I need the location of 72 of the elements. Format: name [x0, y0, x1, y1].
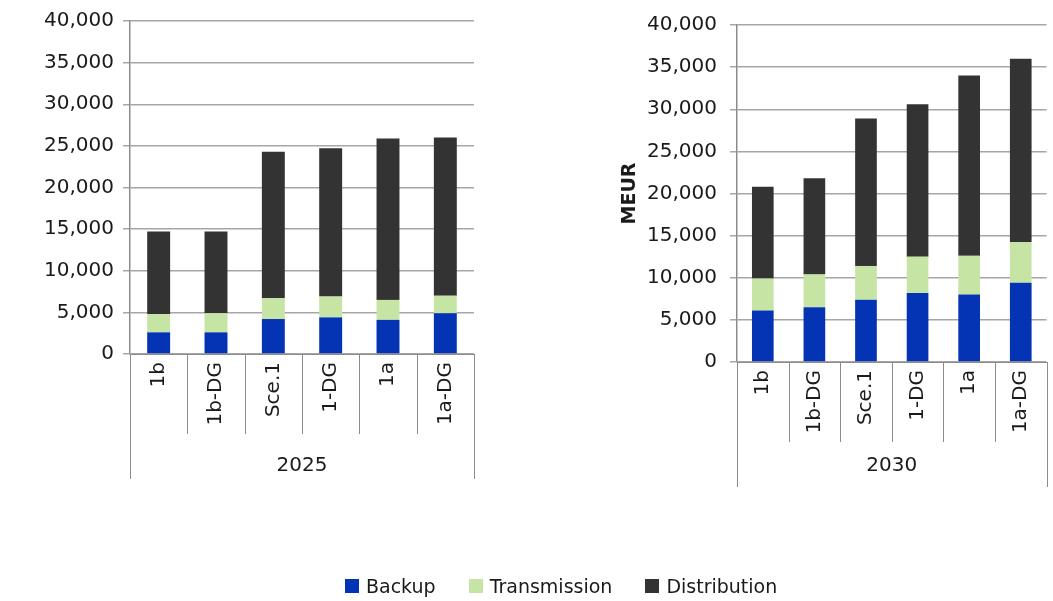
bar: [1009, 282, 1032, 362]
x-tick-label: 1b-DG: [800, 370, 825, 434]
bar: [751, 310, 774, 362]
bar: [906, 292, 929, 362]
bar: [376, 138, 400, 300]
y-tick-label: 35,000: [44, 48, 114, 73]
y-tick-label: 40,000: [44, 7, 114, 32]
y-tick-label: 0: [704, 348, 717, 373]
bar: [147, 314, 171, 333]
y-tick-label: 5,000: [56, 298, 114, 323]
x-tick-label: 1b: [144, 362, 169, 388]
y-tick-label: 25,000: [44, 132, 114, 157]
x-tick-label: Sce.1: [259, 362, 284, 418]
legend-label: Distribution: [666, 574, 778, 598]
bar: [433, 313, 457, 354]
bar: [958, 255, 980, 295]
y-tick-label: 30,000: [647, 95, 717, 120]
x-axis-title: 2025: [276, 452, 328, 477]
bar: [204, 231, 228, 314]
bar: [261, 151, 285, 299]
bar: [958, 75, 980, 256]
y-tick-label: 35,000: [647, 53, 717, 78]
y-tick-label: 0: [101, 340, 114, 365]
bar: [319, 317, 343, 354]
x-tick-label: 1-DG: [316, 362, 341, 413]
bar: [906, 256, 929, 293]
bar: [433, 137, 457, 296]
bar: [147, 332, 171, 354]
y-tick-label: 20,000: [44, 173, 114, 198]
x-tick-label: 1a: [955, 370, 980, 395]
x-tick-label: 1b-DG: [202, 362, 227, 426]
bar: [751, 186, 774, 279]
y-tick-label: 30,000: [44, 90, 114, 115]
y-tick-label: 20,000: [647, 179, 717, 204]
bar: [319, 296, 343, 318]
x-axis-title: 2030: [866, 452, 918, 477]
bar: [855, 299, 877, 362]
bar: [204, 313, 228, 333]
bar: [376, 299, 400, 320]
bar: [147, 231, 171, 315]
bar: [204, 332, 228, 354]
x-tick-label: 1a-DG: [431, 362, 456, 426]
bar: [1009, 58, 1032, 243]
x-tick-label: 1b: [749, 370, 773, 396]
bar: [855, 118, 877, 266]
y-tick-label: 10,000: [647, 263, 717, 288]
x-tick-label: 1-DG: [903, 370, 928, 421]
bar: [1009, 242, 1032, 283]
bar: [803, 274, 826, 308]
y-tick-label: 10,000: [44, 256, 114, 281]
legend-label: Transmission: [489, 574, 613, 598]
x-tick-label: 1a-DG: [1006, 370, 1031, 434]
bar: [958, 294, 980, 362]
y-tick-label: 40,000: [647, 11, 717, 36]
bar: [261, 319, 285, 354]
y-tick-label: 5,000: [659, 306, 717, 331]
bar: [906, 104, 929, 257]
y-axis-title: MEUR: [617, 162, 640, 225]
bar: [433, 295, 457, 314]
x-tick-label: Sce.1: [852, 370, 877, 426]
bar: [376, 319, 400, 354]
y-tick-label: 25,000: [647, 137, 717, 162]
bar: [751, 278, 774, 311]
x-tick-label: 1a: [374, 362, 399, 387]
bar: [261, 298, 285, 320]
bar: [803, 307, 826, 362]
legend-label: Backup: [366, 574, 436, 598]
y-tick-label: 15,000: [647, 221, 717, 246]
bar: [319, 148, 343, 297]
bar: [803, 178, 826, 275]
y-tick-label: 15,000: [44, 215, 114, 240]
bar: [855, 265, 877, 300]
